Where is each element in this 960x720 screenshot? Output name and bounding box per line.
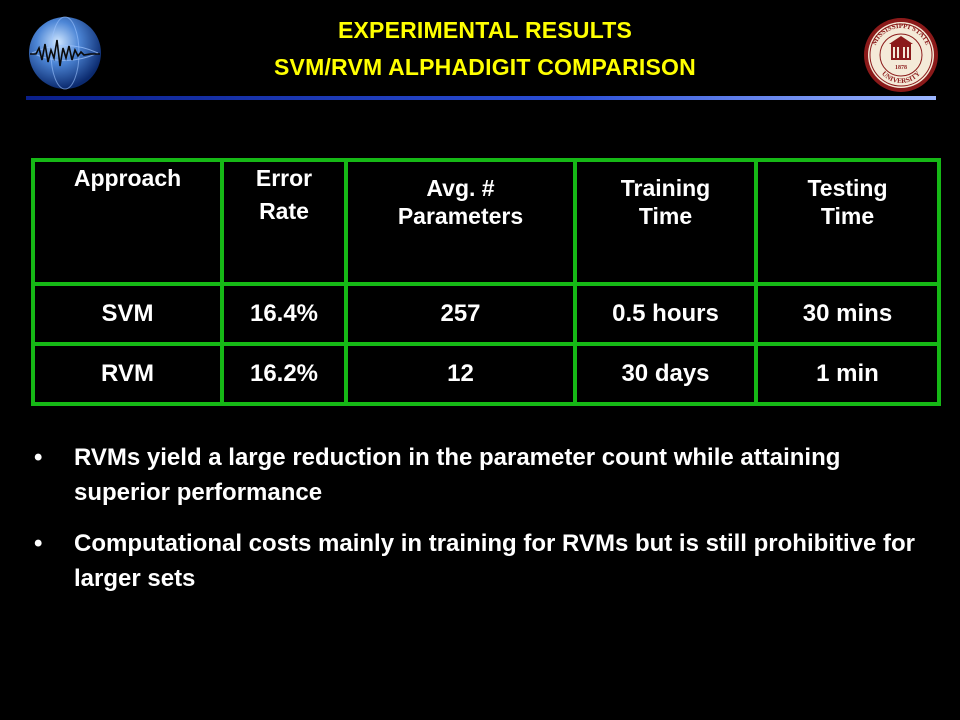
column-header-testing-time-text: Testing Time bbox=[807, 175, 888, 229]
table-cell: 16.2% bbox=[220, 342, 348, 406]
column-header-error-rate-text: Error Rate bbox=[255, 165, 313, 224]
bullet-list: • RVMs yield a large reduction in the pa… bbox=[32, 440, 932, 612]
column-header-training-time-text: Training Time bbox=[620, 175, 711, 229]
bullet-dot-icon: • bbox=[34, 530, 43, 557]
table-cell: 0.5 hours bbox=[573, 282, 758, 346]
table-cell: SVM bbox=[31, 282, 224, 346]
bullet-text: RVMs yield a large reduction in the para… bbox=[74, 444, 841, 506]
table-cell: 257 bbox=[344, 282, 577, 346]
table-cell: 16.4% bbox=[220, 282, 348, 346]
column-header-parameters: Avg. # Parameters bbox=[344, 158, 577, 286]
title-divider bbox=[26, 96, 936, 100]
slide-subtitle: SVM/RVM ALPHADIGIT COMPARISON bbox=[274, 54, 696, 80]
svg-text:1878: 1878 bbox=[895, 65, 907, 71]
bullet-dot-icon: • bbox=[34, 444, 43, 471]
column-header-training-time: Training Time bbox=[573, 158, 758, 286]
slide-title: EXPERIMENTAL RESULTS bbox=[337, 17, 633, 43]
globe-waveform-icon bbox=[26, 14, 104, 92]
column-header-testing-time: Testing Time bbox=[754, 158, 941, 286]
bullet-item: • Computational costs mainly in training… bbox=[32, 526, 932, 596]
table-row: SVM 16.4% 257 0.5 hours 30 mins bbox=[31, 282, 941, 346]
table-cell: 30 days bbox=[573, 342, 758, 406]
column-header-error-rate: Error Rate bbox=[220, 158, 348, 286]
table-cell: 30 mins bbox=[754, 282, 941, 346]
table-cell: 1 min bbox=[754, 342, 941, 406]
table-cell: 12 bbox=[344, 342, 577, 406]
table-row: RVM 16.2% 12 30 days 1 min bbox=[31, 342, 941, 406]
bullet-item: • RVMs yield a large reduction in the pa… bbox=[32, 440, 932, 510]
column-header-parameters-text: Avg. # Parameters bbox=[397, 175, 524, 229]
bullet-text: Computational costs mainly in training f… bbox=[74, 530, 915, 592]
table-header-row: Approach Error Rate Avg. # Parameters Tr… bbox=[31, 158, 941, 286]
table-cell: RVM bbox=[31, 342, 224, 406]
university-seal-icon: MISSISSIPPI STATE UNIVERSITY 1878 bbox=[862, 16, 940, 94]
column-header-approach: Approach bbox=[31, 158, 224, 286]
results-table: Approach Error Rate Avg. # Parameters Tr… bbox=[31, 158, 941, 406]
